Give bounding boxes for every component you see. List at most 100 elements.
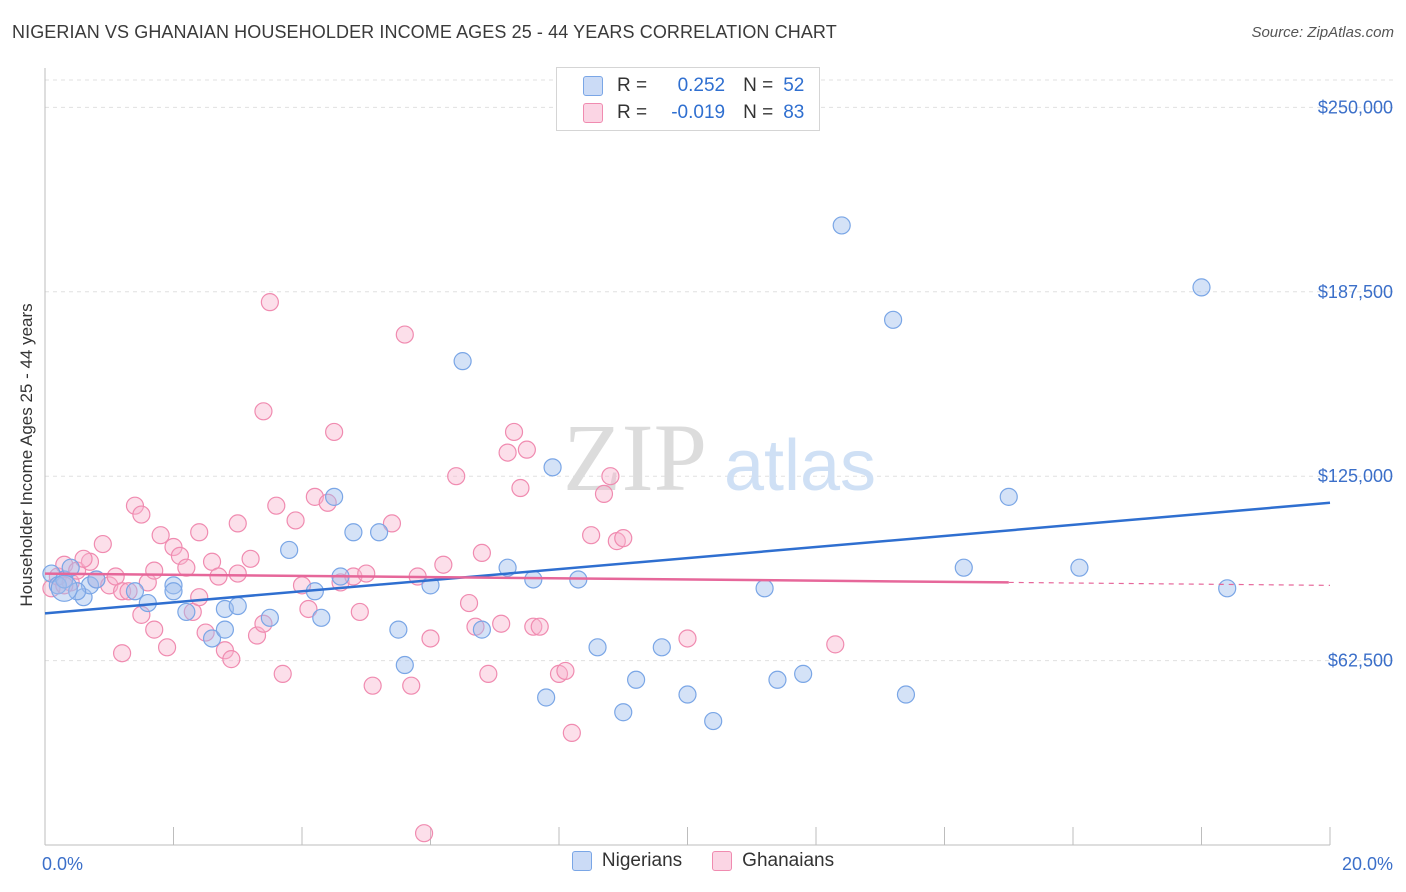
data-point (421, 629, 440, 648)
data-point (511, 478, 530, 498)
nigerians-swatch (583, 76, 603, 96)
data-point (999, 487, 1018, 506)
data-point (447, 467, 466, 486)
data-point (556, 661, 575, 681)
data-point (826, 635, 845, 654)
trend-line-nigerians (44, 501, 1331, 615)
data-point (215, 620, 234, 639)
n-label: N = (743, 75, 774, 96)
x-tick-label: 0.0% (42, 854, 83, 874)
data-point (254, 402, 273, 421)
legend-row-nigerians: R = 0.252 N = 52 (583, 74, 804, 98)
data-point (588, 638, 607, 657)
data-point (954, 558, 973, 577)
correlation-legend: R = 0.252 N = 52 R = -0.019 N = 83 (556, 67, 820, 131)
data-point (594, 484, 614, 504)
data-point (363, 676, 382, 695)
data-point (145, 620, 164, 639)
legend-label: Ghanaians (742, 850, 835, 871)
data-point (145, 561, 164, 580)
data-point (190, 588, 209, 607)
data-point (537, 688, 556, 707)
data-point (389, 620, 408, 639)
nigerians-swatch (571, 851, 592, 871)
data-point (222, 650, 241, 669)
n-value: 52 (783, 75, 805, 96)
data-point (479, 664, 498, 683)
trend-line-ghanaians-extension (1008, 581, 1331, 586)
data-point (883, 310, 903, 329)
data-point (350, 602, 369, 622)
data-point (614, 703, 633, 722)
legend-item-ghanaians[interactable]: Ghanaians (712, 850, 834, 872)
data-point (492, 614, 511, 633)
data-point (170, 546, 190, 565)
data-point (132, 605, 151, 624)
data-point (247, 626, 267, 645)
data-point (228, 596, 247, 616)
data-point (395, 325, 414, 344)
data-point (286, 511, 305, 530)
data-point (614, 529, 633, 548)
data-point (93, 534, 112, 554)
data-point (832, 216, 851, 235)
data-point (626, 670, 646, 689)
data-point (112, 644, 132, 663)
x-tick-labels: 0.0% 20.0% (42, 854, 1393, 874)
n-value: 83 (783, 102, 805, 123)
data-point (209, 567, 228, 586)
data-point (260, 293, 279, 312)
data-point (267, 496, 286, 515)
data-point (177, 602, 196, 622)
data-point (459, 593, 479, 613)
data-point (370, 523, 389, 542)
ghanaians-swatch (712, 851, 733, 871)
r-label: R = (617, 102, 648, 123)
data-point (678, 629, 697, 648)
y-tick-labels: $62,500 $125,000 $187,500 $250,000 (1318, 97, 1393, 670)
data-point (125, 582, 145, 601)
data-point (517, 440, 536, 459)
data-point (50, 574, 78, 602)
source-label: Source: ZipAtlas.com (1251, 24, 1394, 41)
data-point (530, 617, 549, 636)
data-point (164, 582, 183, 601)
data-point (498, 558, 517, 577)
data-point (434, 555, 453, 574)
data-point (299, 599, 318, 619)
data-point (414, 824, 434, 843)
y-axis-title: Householder Income Ages 25 - 44 years (17, 303, 36, 606)
series-ghanaians (42, 293, 845, 843)
series-nigerians (42, 216, 1237, 731)
ghanaians-swatch (583, 103, 603, 123)
data-point (395, 655, 414, 675)
gridlines (45, 79, 1395, 662)
data-point (402, 676, 421, 695)
data-point (260, 608, 279, 627)
data-point (151, 526, 170, 545)
r-label: R = (617, 75, 648, 96)
data-point (382, 514, 402, 533)
data-point (524, 617, 543, 636)
y-tick-label: $187,500 (1318, 282, 1393, 302)
data-point (190, 523, 209, 542)
data-point (562, 723, 581, 742)
data-point (472, 620, 491, 639)
data-point (1192, 278, 1211, 297)
data-point (357, 564, 376, 583)
legend-item-nigerians[interactable]: Nigerians (571, 850, 682, 872)
data-point (164, 576, 183, 595)
data-point (678, 685, 697, 704)
data-point (1070, 558, 1089, 577)
data-point (202, 629, 222, 648)
data-point (1218, 579, 1237, 598)
data-point (112, 582, 132, 601)
n-label: N = (743, 102, 774, 123)
data-point (55, 570, 74, 589)
data-point (504, 422, 524, 442)
r-value: 0.252 (677, 75, 726, 96)
series-legend: Nigerians Ghanaians (0, 850, 1406, 872)
r-value: -0.019 (671, 102, 726, 123)
data-point (582, 526, 601, 545)
